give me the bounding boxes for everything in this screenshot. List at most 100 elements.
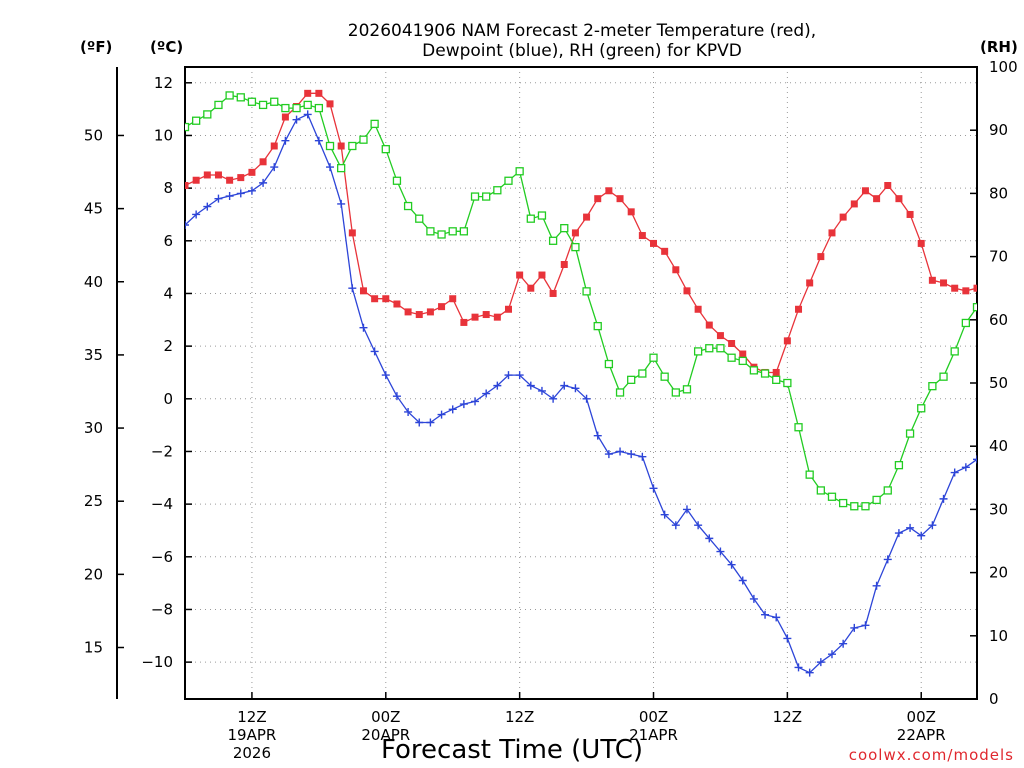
temperature-point [315,89,323,97]
rh-point [749,366,759,375]
rh-tick-label: 50 [989,374,1008,392]
dewpoint-point [314,136,323,145]
dewpoint-point [939,494,948,503]
celsius-tick-label: 12 [154,74,173,92]
dewpoint-point [236,189,245,198]
dewpoint-point [337,199,346,208]
dewpoint-point [883,555,892,564]
dewpoint-point [515,371,524,380]
dewpoint-point [705,534,714,543]
rh-point [850,502,859,511]
temperature-point [583,213,591,221]
x-tick-label: 00Z [371,708,400,726]
temperature-point [1007,290,1014,297]
celsius-tick-label: 4 [163,284,173,302]
dewpoint-point [270,163,279,172]
fahrenheit-tick-label: 30 [84,419,103,437]
temperature-point [382,295,390,303]
series-dewpoint [185,110,977,677]
rh-point [548,236,558,245]
temperature-point [806,279,814,287]
rh-point [258,100,268,110]
temperature-point [482,311,490,319]
rh-tick-label: 60 [989,311,1008,329]
rh-point [392,176,402,185]
rh-point [415,214,424,223]
rh-point [426,227,435,236]
credit-text[interactable]: coolwx.com/models [849,746,1014,764]
dewpoint-point [906,523,915,532]
rh-tick-label: 20 [989,564,1008,582]
dewpoint-point [716,547,725,556]
rh-point [961,318,970,328]
rh-point [972,303,977,312]
rh-tick-label: 10 [989,627,1008,645]
dewpoint-point [861,621,870,630]
temperature-point [917,239,925,247]
dewpoint-point [649,484,658,493]
temperature-point [203,171,211,179]
x-tick-label: 00Z [907,708,936,726]
temperature-point [650,239,658,247]
dewpoint-point [973,455,977,464]
rh-point [437,230,446,239]
rh-point [292,103,301,113]
dewpoint-point [872,581,881,590]
rh-point [470,192,480,201]
dewpoint-point [348,284,357,293]
temperature-point [449,295,457,303]
rh-point [526,214,535,223]
rh-point [996,278,1003,285]
temperature-point [270,142,278,150]
temperature-point [248,168,256,176]
rh-point [270,97,279,106]
x-tick-label: 12Z [505,708,534,726]
x-tick-label: 21APR [629,726,678,744]
temperature-point [873,195,881,203]
temperature-point [460,318,468,326]
x-tick-label: 2026 [233,744,271,762]
temperature-point [828,229,836,237]
dewpoint-point [526,381,535,390]
temperature-point [571,229,579,237]
temperature-point [404,308,412,316]
dewpoint-point [504,371,513,380]
temperature-point [304,89,312,97]
celsius-tick-label: −4 [151,495,173,513]
dewpoint-point [214,194,223,203]
rh-point [928,382,937,391]
rh-point [448,227,457,236]
dewpoint-point [225,192,234,201]
grid-lines [185,67,977,699]
fahrenheit-tick-label: 45 [84,200,103,218]
temperature-point [438,303,446,311]
rh-tick-label: 90 [989,121,1008,139]
dewpoint-point [192,210,201,219]
rh-point [917,404,926,413]
dewpoint-point [783,634,792,643]
dewpoint-point [560,381,569,390]
dewpoint-point [415,418,424,427]
rh-point [905,429,915,438]
rh-tick-label: 80 [989,184,1008,202]
tick-labels: 121086420−2−4−6−8−1050454035302520151009… [84,58,1018,762]
rh-point [381,145,390,154]
rh-tick-label: 70 [989,248,1008,266]
temperature-point [683,287,691,295]
rh-point [861,502,870,511]
celsius-tick-label: 0 [163,390,173,408]
dewpoint-point [448,405,457,414]
temperature-point [1018,287,1024,294]
temperature-point [493,313,501,321]
temperature-point [415,311,423,319]
x-tick-label: 19APR [228,726,277,744]
dewpoint-point [381,371,390,380]
rh-tick-label: 0 [989,690,999,708]
rh-point [805,470,814,479]
fahrenheit-tick-label: 35 [84,346,103,364]
dewpoint-point [950,468,959,477]
plot-frame [184,66,978,700]
dewpoint-point [894,529,903,538]
rh-point [203,110,212,119]
dewpoint-point [493,381,502,390]
